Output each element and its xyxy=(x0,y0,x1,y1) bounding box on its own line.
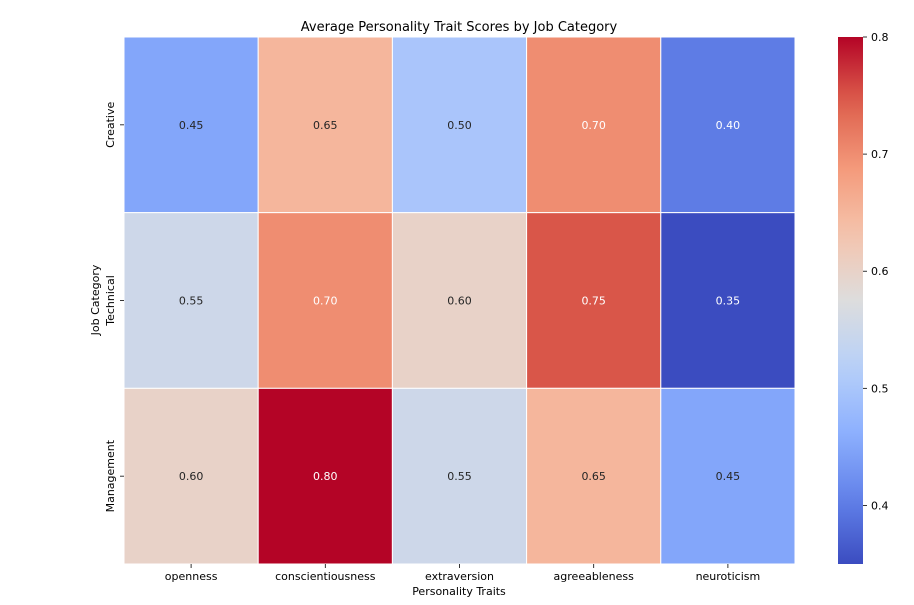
heatmap-cell xyxy=(660,212,796,389)
x-tick-label: neuroticism xyxy=(696,570,761,583)
cell-value-label: 0.40 xyxy=(716,119,741,132)
cell-value-label: 0.35 xyxy=(716,295,741,308)
cell-value-label: 0.55 xyxy=(179,295,204,308)
y-axis: Creative Technical Management xyxy=(104,102,124,512)
heatmap-cell xyxy=(660,387,796,565)
colorbar-tick-label: 0.6 xyxy=(871,265,889,278)
cell-value-label: 0.45 xyxy=(716,470,741,483)
heatmap-cell xyxy=(660,36,796,214)
cell-value-label: 0.50 xyxy=(447,119,472,132)
heatmap-cells: 0.45 0.65 0.50 0.70 0.40 0.55 0.70 0.60 0.75 0.35… xyxy=(123,36,796,565)
heatmap-cell xyxy=(526,36,662,214)
cell-value-label: 0.65 xyxy=(313,119,338,132)
colorbar-ticks: 0.4 0.5 0.6 0.7 0.8 xyxy=(863,31,889,512)
x-tick-label: conscientiousness xyxy=(275,570,376,583)
heatmap-cell xyxy=(123,36,259,214)
x-axis-label: Personality Traits xyxy=(412,585,506,598)
cell-value-label: 0.45 xyxy=(179,119,204,132)
heatmap-cell xyxy=(391,387,528,565)
y-tick-label: Creative xyxy=(104,102,117,148)
x-tick-label: extraversion xyxy=(425,570,494,583)
heatmap-cell xyxy=(257,212,393,389)
heatmap-cell xyxy=(257,387,393,565)
x-axis: openness conscientiousness extraversion agr… xyxy=(165,564,760,583)
y-tick-label: Management xyxy=(104,439,117,512)
y-axis-label: Job Category xyxy=(89,264,102,336)
colorbar xyxy=(838,37,863,564)
colorbar-tick-label: 0.7 xyxy=(871,148,889,161)
cell-value-label: 0.60 xyxy=(179,470,204,483)
cell-value-label: 0.70 xyxy=(581,119,606,132)
y-tick-label: Technical xyxy=(104,275,117,327)
colorbar-tick-label: 0.8 xyxy=(871,31,889,44)
cell-value-label: 0.75 xyxy=(581,295,606,308)
heatmap-cell xyxy=(526,387,662,565)
heatmap-cell xyxy=(257,36,393,214)
heatmap-cell xyxy=(391,212,528,389)
heatmap-cell xyxy=(391,36,528,214)
cell-value-label: 0.70 xyxy=(313,295,338,308)
x-tick-label: agreeableness xyxy=(554,570,635,583)
colorbar-tick-label: 0.4 xyxy=(871,499,889,512)
x-tick-label: openness xyxy=(165,570,218,583)
cell-value-label: 0.55 xyxy=(447,470,472,483)
cell-value-label: 0.60 xyxy=(447,295,472,308)
cell-value-label: 0.65 xyxy=(581,470,606,483)
chart-title: Average Personality Trait Scores by Job … xyxy=(301,20,618,35)
colorbar-tick-label: 0.5 xyxy=(871,382,889,395)
heatmap-cell xyxy=(123,212,259,389)
cell-value-label: 0.80 xyxy=(313,470,338,483)
